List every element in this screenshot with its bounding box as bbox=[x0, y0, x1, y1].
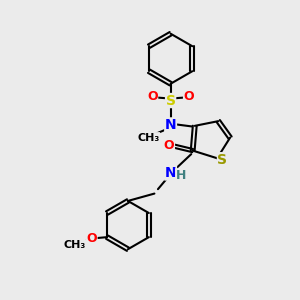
Text: N: N bbox=[165, 118, 176, 132]
Text: N: N bbox=[165, 166, 176, 180]
Text: CH₃: CH₃ bbox=[64, 240, 86, 250]
Text: O: O bbox=[147, 91, 158, 103]
Text: H: H bbox=[176, 169, 186, 182]
Text: O: O bbox=[86, 232, 97, 245]
Text: S: S bbox=[218, 153, 227, 167]
Text: S: S bbox=[166, 94, 176, 107]
Text: O: O bbox=[184, 91, 194, 103]
Text: O: O bbox=[164, 139, 175, 152]
Text: CH₃: CH₃ bbox=[137, 133, 160, 142]
